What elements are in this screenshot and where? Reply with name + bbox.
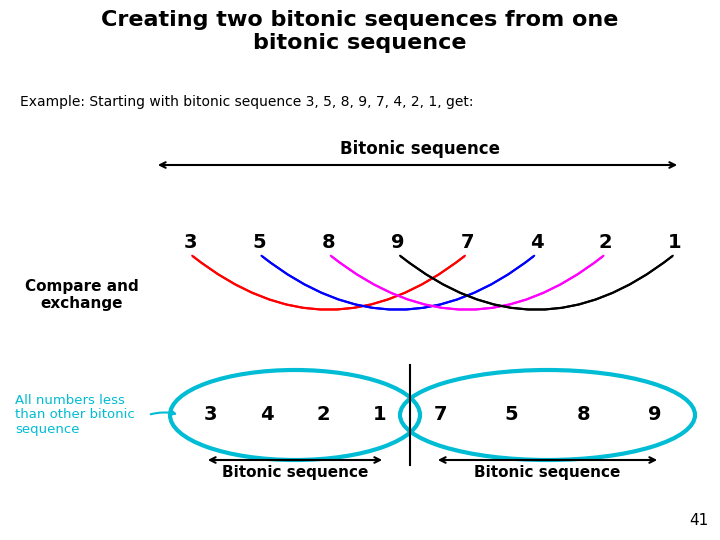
Text: 2: 2 bbox=[599, 233, 613, 252]
Text: Bitonic sequence: Bitonic sequence bbox=[222, 465, 368, 480]
Text: 5: 5 bbox=[253, 233, 266, 252]
FancyArrowPatch shape bbox=[400, 256, 672, 309]
FancyArrowPatch shape bbox=[401, 256, 672, 309]
Text: 3: 3 bbox=[203, 406, 217, 424]
Text: Example: Starting with bitonic sequence 3, 5, 8, 9, 7, 4, 2, 1, get:: Example: Starting with bitonic sequence … bbox=[20, 95, 474, 109]
Text: 7: 7 bbox=[433, 406, 446, 424]
Text: 9: 9 bbox=[648, 406, 662, 424]
Text: Bitonic sequence: Bitonic sequence bbox=[340, 140, 500, 158]
FancyArrowPatch shape bbox=[330, 256, 602, 309]
Text: 2: 2 bbox=[317, 406, 330, 424]
Text: All numbers less
than other bitonic
sequence: All numbers less than other bitonic sequ… bbox=[15, 394, 135, 436]
FancyArrowPatch shape bbox=[192, 256, 464, 309]
Text: 8: 8 bbox=[577, 406, 590, 424]
Text: 8: 8 bbox=[322, 233, 336, 252]
Text: 1: 1 bbox=[668, 233, 682, 252]
Text: Compare and
exchange: Compare and exchange bbox=[25, 279, 139, 311]
FancyArrowPatch shape bbox=[261, 256, 533, 309]
Text: 7: 7 bbox=[460, 233, 474, 252]
Text: 3: 3 bbox=[184, 233, 197, 252]
Text: Creating two bitonic sequences from one
bitonic sequence: Creating two bitonic sequences from one … bbox=[102, 10, 618, 53]
FancyArrowPatch shape bbox=[263, 256, 534, 309]
Text: Bitonic sequence: Bitonic sequence bbox=[474, 465, 621, 480]
FancyArrowPatch shape bbox=[332, 256, 603, 309]
Text: 9: 9 bbox=[391, 233, 405, 252]
FancyArrowPatch shape bbox=[194, 256, 465, 309]
Text: 4: 4 bbox=[530, 233, 544, 252]
Text: 1: 1 bbox=[373, 406, 387, 424]
Text: 5: 5 bbox=[505, 406, 518, 424]
Text: 4: 4 bbox=[260, 406, 274, 424]
Text: 41: 41 bbox=[689, 513, 708, 528]
